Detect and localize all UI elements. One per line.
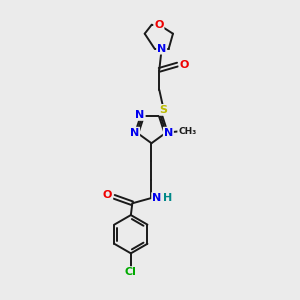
Text: N: N (164, 128, 173, 138)
Text: N: N (130, 128, 139, 138)
Text: N: N (136, 110, 145, 120)
Text: N: N (152, 193, 161, 203)
Text: Cl: Cl (125, 267, 137, 277)
Text: S: S (160, 105, 168, 115)
Text: O: O (154, 20, 164, 30)
Text: CH₃: CH₃ (178, 127, 196, 136)
Text: O: O (103, 190, 112, 200)
Text: H: H (163, 193, 172, 203)
Text: N: N (157, 44, 166, 54)
Text: O: O (179, 60, 189, 70)
